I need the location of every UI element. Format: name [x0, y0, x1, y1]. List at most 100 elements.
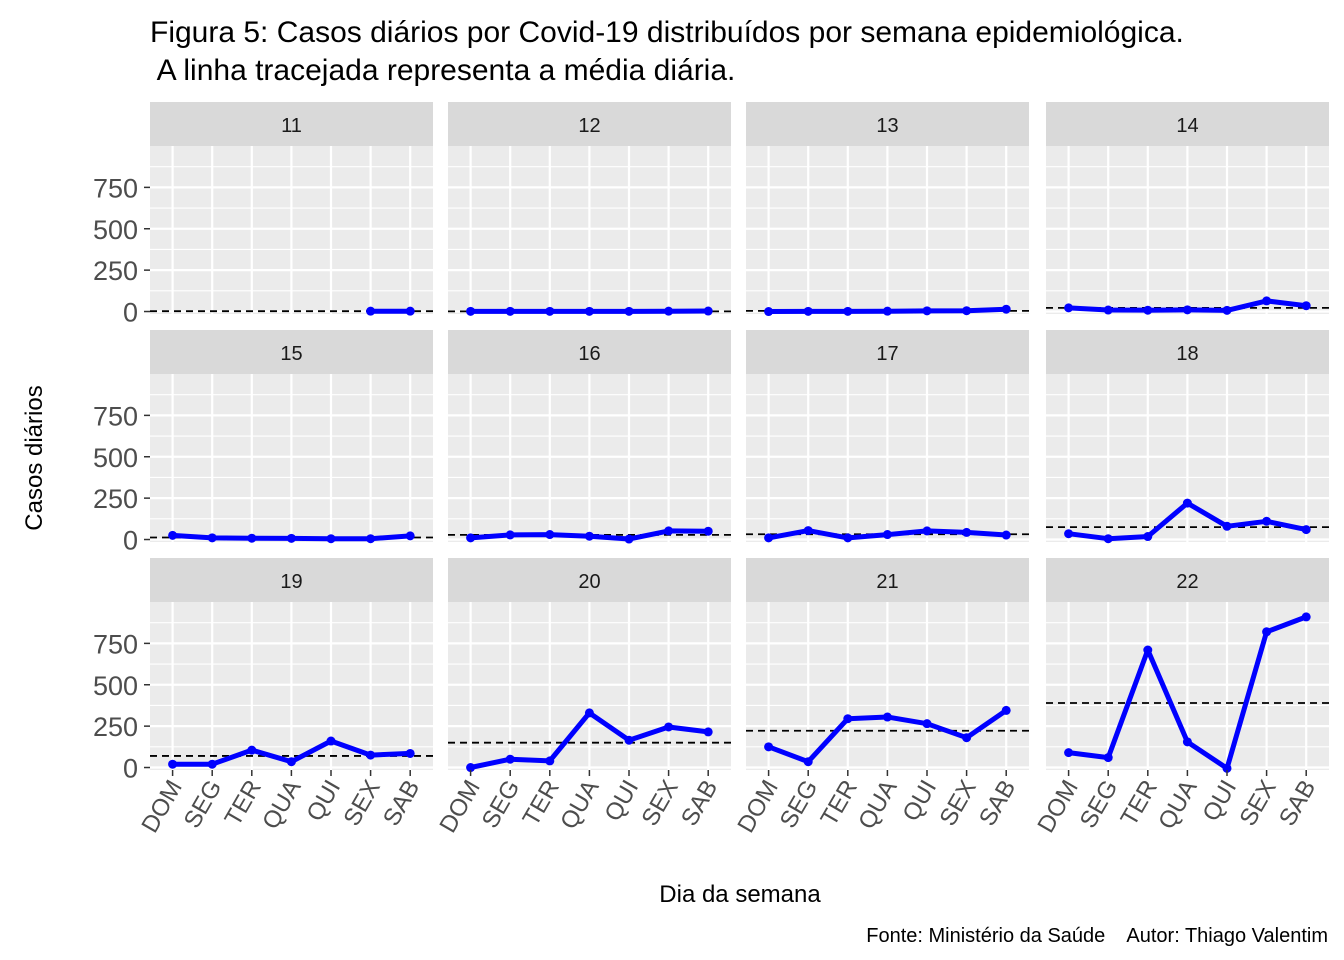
data-point	[1064, 303, 1074, 313]
data-point	[286, 757, 296, 767]
data-point	[1301, 301, 1311, 311]
y-tick-label: 500	[93, 215, 138, 245]
facet-strip-label: 19	[280, 571, 302, 593]
data-point	[1001, 705, 1011, 715]
facet-strip	[1046, 102, 1329, 146]
chart-title-line-1: Figura 5: Casos diários por Covid-19 dis…	[150, 16, 1184, 49]
data-point	[803, 526, 813, 536]
facet-strip	[746, 330, 1029, 374]
data-point	[1001, 304, 1011, 314]
y-tick-label: 750	[93, 173, 138, 203]
data-point	[664, 526, 674, 536]
x-tick-label: SAB	[676, 776, 723, 831]
x-tick-label: SAB	[378, 776, 425, 831]
data-point	[882, 530, 892, 540]
x-tick-label: SEG	[477, 776, 526, 833]
data-point	[247, 745, 257, 755]
y-tick-label: 500	[93, 443, 138, 473]
data-point	[286, 533, 296, 543]
data-point	[366, 534, 376, 544]
x-tick-label: QUA	[1153, 776, 1202, 835]
data-point	[1182, 498, 1192, 508]
data-point	[882, 712, 892, 722]
facet-panel-14: 14	[1046, 102, 1329, 315]
data-point	[466, 306, 476, 316]
facet-strip-label: 13	[876, 115, 898, 137]
facet-strip-label: 12	[578, 115, 600, 137]
facet-strip-label: 11	[281, 115, 302, 137]
data-point	[168, 759, 178, 769]
data-point	[366, 750, 376, 760]
facet-strip	[746, 102, 1029, 146]
data-point	[664, 306, 674, 316]
facet-strip	[746, 558, 1029, 602]
facet-panel-12: 12	[448, 102, 731, 316]
y-tick-label: 500	[93, 671, 138, 701]
data-point	[703, 727, 713, 737]
data-point	[843, 714, 853, 724]
y-tick-label: 250	[93, 484, 138, 514]
data-point	[326, 736, 336, 746]
data-point	[247, 533, 257, 543]
facet-panel-11: 11 0 250 500 750	[93, 102, 433, 328]
x-tick-label: SEG	[1075, 776, 1124, 833]
data-point	[207, 759, 217, 769]
data-point	[843, 306, 853, 316]
data-point	[545, 530, 555, 540]
data-point	[1301, 525, 1311, 535]
data-point	[764, 742, 774, 752]
facet-strip	[448, 330, 731, 374]
data-point	[1262, 516, 1272, 526]
x-tick-label: SEX	[338, 776, 385, 831]
x-tick-label: QUA	[853, 776, 902, 835]
x-tick-label: DOM	[732, 776, 783, 838]
data-point	[584, 306, 594, 316]
facet-strip-label: 17	[876, 343, 898, 365]
facet-strip-label: 14	[1176, 115, 1198, 137]
x-axis-title: Dia da semana	[659, 881, 821, 908]
facet-strip	[1046, 558, 1329, 602]
y-tick-label: 750	[93, 629, 138, 659]
data-point	[1064, 529, 1074, 539]
data-point	[584, 708, 594, 718]
chart-caption: Fonte: Ministério da Saúde Autor: Thiago…	[866, 925, 1328, 947]
data-point	[962, 527, 972, 537]
data-point	[1182, 737, 1192, 747]
data-point	[466, 533, 476, 543]
x-tick-label: DOM	[136, 776, 187, 838]
data-point	[803, 757, 813, 767]
facet-panel-17: 17	[746, 330, 1029, 543]
data-point	[545, 306, 555, 316]
facet-strip-label: 15	[280, 343, 302, 365]
x-tick-label: SEX	[636, 776, 683, 831]
x-tick-label: QUA	[555, 776, 604, 835]
data-point	[1103, 534, 1113, 544]
x-tick-label: SAB	[974, 775, 1021, 830]
facet-strip-label: 16	[578, 343, 600, 365]
data-point	[962, 306, 972, 316]
data-point	[664, 722, 674, 732]
facet-strip	[1046, 330, 1329, 374]
y-tick-label: 250	[93, 256, 138, 286]
data-point	[405, 748, 415, 758]
data-point	[624, 534, 634, 544]
facet-strip	[150, 102, 433, 146]
y-tick-label: 0	[123, 526, 138, 556]
data-point	[1143, 305, 1153, 315]
data-point	[1143, 645, 1153, 655]
data-point	[1222, 521, 1232, 531]
data-point	[466, 763, 476, 773]
y-axis-title: Casos diários	[21, 385, 48, 530]
data-point	[505, 754, 515, 764]
data-point	[703, 306, 713, 316]
data-point	[624, 735, 634, 745]
x-tick-label: DOM	[1032, 776, 1083, 838]
data-point	[1262, 296, 1272, 306]
y-tick-label: 250	[93, 712, 138, 742]
data-point	[1182, 305, 1192, 315]
data-point	[1103, 753, 1113, 763]
